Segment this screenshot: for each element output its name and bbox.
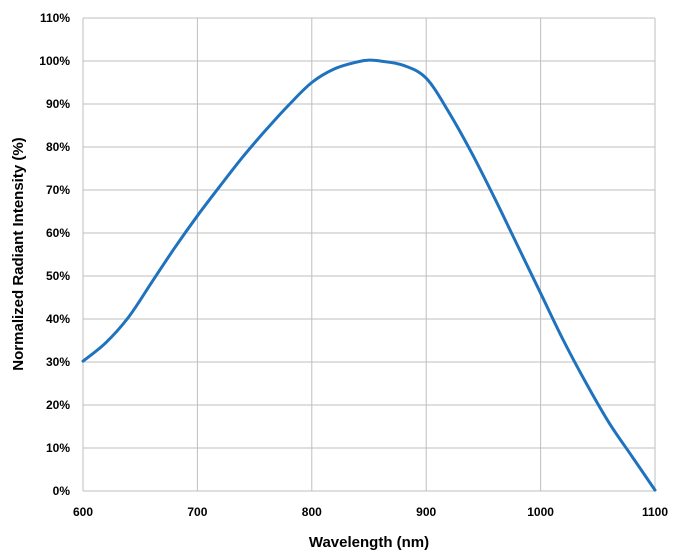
y-tick-label: 40% <box>46 312 70 326</box>
y-tick-label: 110% <box>40 11 70 25</box>
y-tick-label: 50% <box>46 269 70 283</box>
y-tick-label: 20% <box>46 398 70 412</box>
x-tick-label: 600 <box>73 505 93 519</box>
plot-area <box>83 18 655 491</box>
x-tick-label: 1100 <box>642 505 668 519</box>
x-tick-label: 900 <box>416 505 436 519</box>
y-tick-label: 80% <box>46 140 70 154</box>
y-tick-label: 0% <box>53 484 71 498</box>
y-tick-label: 90% <box>46 97 70 111</box>
y-tick-label: 70% <box>46 183 70 197</box>
y-tick-label: 30% <box>46 355 70 369</box>
y-tick-label: 60% <box>46 226 70 240</box>
y-axis-title: Normalized Radiant Intensity (%) <box>10 137 27 370</box>
x-tick-label: 800 <box>302 505 322 519</box>
y-tick-label: 10% <box>46 441 70 455</box>
x-axis-title: Wavelength (nm) <box>309 534 429 551</box>
x-tick-label: 1000 <box>527 505 554 519</box>
series-line <box>81 58 657 492</box>
tick-labels: 0% 10% 20% 30% 40% 50% 60% 70% 80% 90% 100% 110% 600… <box>39 11 668 519</box>
x-tick-label: 700 <box>187 505 207 519</box>
y-tick-label: 100% <box>39 54 70 68</box>
